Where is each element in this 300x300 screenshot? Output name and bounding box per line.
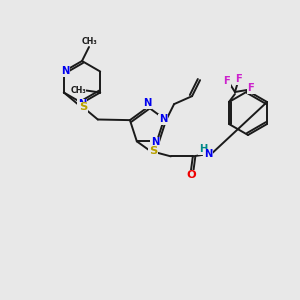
Text: N: N: [204, 149, 212, 159]
Text: CH₃: CH₃: [81, 37, 97, 46]
Text: O: O: [186, 170, 196, 180]
Text: CH₃: CH₃: [70, 86, 86, 95]
Text: F: F: [224, 76, 230, 86]
Text: H: H: [199, 144, 207, 154]
Text: N: N: [61, 67, 69, 76]
Text: F: F: [248, 83, 254, 93]
Text: N: N: [78, 99, 86, 109]
Text: N: N: [143, 98, 151, 108]
Text: F: F: [236, 74, 242, 84]
Text: N: N: [151, 137, 159, 147]
Text: S: S: [149, 146, 157, 156]
Text: S: S: [79, 103, 87, 112]
Text: N: N: [159, 114, 167, 124]
